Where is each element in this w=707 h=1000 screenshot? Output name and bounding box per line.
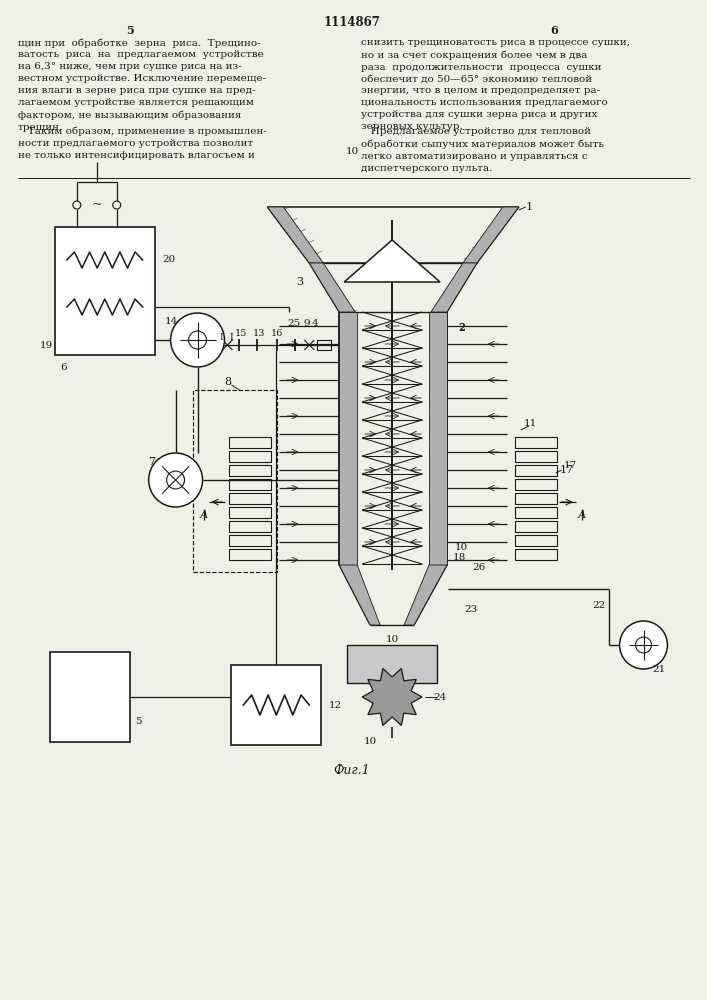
Bar: [515, 479, 556, 490]
Polygon shape: [267, 207, 323, 263]
Text: 11: 11: [524, 420, 537, 428]
Text: 9: 9: [303, 320, 310, 328]
Text: 10: 10: [385, 636, 399, 645]
Bar: [230, 507, 271, 518]
Bar: [515, 507, 556, 518]
Bar: [230, 451, 271, 462]
Bar: [50, 652, 129, 742]
Text: 6: 6: [60, 362, 66, 371]
Text: 5: 5: [135, 718, 141, 726]
Text: Таким образом, применение в промышлен-
ности предлагаемого устройства позволит
н: Таким образом, применение в промышлен- н…: [18, 127, 267, 160]
Text: 10: 10: [363, 738, 377, 746]
Circle shape: [170, 313, 225, 367]
Text: ~: ~: [91, 198, 102, 212]
Text: 3: 3: [296, 277, 303, 287]
Polygon shape: [344, 240, 440, 282]
Text: 10: 10: [455, 544, 467, 552]
Text: 21: 21: [652, 666, 665, 674]
Text: А: А: [578, 510, 586, 520]
Bar: [429, 312, 447, 565]
Text: 20: 20: [163, 255, 176, 264]
Text: 7: 7: [148, 457, 155, 467]
Bar: [230, 479, 271, 490]
Bar: [230, 535, 271, 546]
Text: 12: 12: [329, 700, 342, 710]
Text: 1114867: 1114867: [324, 15, 380, 28]
Text: щин при  обработке  зерна  риса.  Трещино-
ватость  риса  на  предлагаемом  устр: щин при обработке зерна риса. Трещино- в…: [18, 38, 266, 132]
Text: 17: 17: [560, 465, 574, 475]
Bar: [192, 390, 277, 572]
Text: 19: 19: [40, 340, 54, 350]
Circle shape: [619, 621, 667, 669]
Text: 6: 6: [550, 24, 558, 35]
Bar: [231, 665, 321, 745]
Polygon shape: [404, 565, 447, 625]
Text: 1: 1: [525, 202, 532, 212]
Polygon shape: [362, 668, 422, 726]
Polygon shape: [309, 263, 355, 312]
Text: 4: 4: [312, 320, 319, 328]
Text: 24: 24: [433, 692, 447, 702]
Text: I: I: [230, 334, 233, 342]
Polygon shape: [431, 263, 477, 312]
Bar: [230, 521, 271, 532]
Bar: [515, 521, 556, 532]
Text: 8: 8: [224, 377, 231, 387]
Bar: [55, 227, 155, 355]
Bar: [347, 645, 437, 683]
Polygon shape: [463, 207, 519, 263]
Bar: [230, 549, 271, 560]
Text: 25: 25: [288, 320, 301, 328]
Text: 22: 22: [592, 600, 605, 609]
Text: 23: 23: [464, 605, 477, 614]
Text: А: А: [199, 510, 208, 520]
Text: Предлагаемое устройство для тепловой
обработки сыпучих материалов может быть
лег: Предлагаемое устройство для тепловой обр…: [361, 127, 604, 173]
Text: 26: 26: [472, 564, 486, 572]
Text: 16: 16: [271, 328, 284, 338]
Text: 18: 18: [452, 554, 466, 562]
Bar: [515, 535, 556, 546]
Bar: [515, 451, 556, 462]
Bar: [515, 465, 556, 476]
Bar: [515, 437, 556, 448]
Text: 14: 14: [165, 318, 178, 326]
Text: 15: 15: [235, 328, 247, 338]
Polygon shape: [339, 565, 380, 625]
Text: 10: 10: [346, 147, 359, 156]
Text: 13: 13: [253, 328, 266, 338]
Text: Фиг.1: Фиг.1: [334, 764, 370, 776]
Bar: [230, 465, 271, 476]
Text: снизить трещиноватость риса в процессе сушки,
но и за счет сокращения более чем : снизить трещиноватость риса в процессе с…: [361, 38, 630, 131]
Bar: [515, 549, 556, 560]
Bar: [339, 312, 357, 565]
Text: 2: 2: [459, 324, 465, 332]
Text: 2: 2: [458, 323, 465, 333]
Bar: [515, 493, 556, 504]
Bar: [230, 437, 271, 448]
Text: I: I: [220, 334, 223, 342]
Text: 17: 17: [564, 460, 578, 470]
Circle shape: [148, 453, 202, 507]
Bar: [317, 340, 332, 350]
Bar: [230, 493, 271, 504]
Text: 5: 5: [126, 24, 134, 35]
